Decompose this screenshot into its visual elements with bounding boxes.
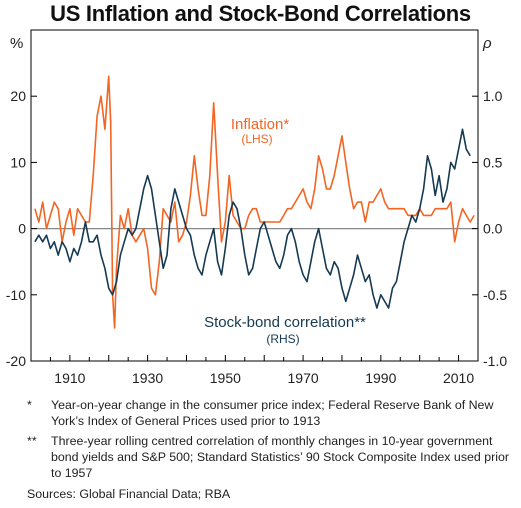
right-axis-tick-label: 0.0 [483, 221, 503, 237]
left-axis-tick-label: 0 [18, 221, 26, 237]
right-axis-tick-label: -1.0 [483, 353, 507, 369]
x-axis-tick-label: 2010 [443, 370, 474, 386]
left-axis-tick-label: 10 [10, 154, 26, 170]
inflation-line [34, 75, 475, 329]
inflation-label: Inflation* [231, 116, 290, 133]
footnote-correlation: ** Three-year rolling centred correlatio… [27, 433, 517, 481]
correlation-label: Stock-bond correlation** [204, 314, 366, 331]
inflation-axis-label: (LHS) [241, 132, 272, 146]
left-axis-tick-label: -20 [6, 353, 26, 369]
footnote-mark: * [27, 398, 32, 412]
sources: Sources: Global Financial Data; RBA [27, 487, 231, 501]
x-axis-tick-label: 1930 [132, 370, 163, 386]
left-axis-tick-label: 20 [10, 88, 26, 104]
x-axis-tick-label: 1970 [288, 370, 319, 386]
right-axis-tick-label: -0.5 [483, 287, 507, 303]
footnote-text: Three-year rolling centred correlation o… [51, 434, 510, 480]
x-axis-tick-label: 1910 [54, 370, 85, 386]
series-labels: Inflation*(LHS) Stock-bond correlation**(… [204, 116, 366, 346]
correlation-axis-label: (RHS) [266, 332, 299, 346]
left-axis-unit: % [10, 35, 23, 52]
right-axis-tick-label: 0.5 [483, 154, 503, 170]
stock-bond-correlation-line [34, 128, 471, 309]
x-axis-tick-label: 1950 [210, 370, 241, 386]
left-axis-tick-label: -10 [6, 287, 26, 303]
right-axis-unit: ρ [482, 35, 492, 52]
x-axis-tick-label: 1990 [365, 370, 396, 386]
footnote-text: Year-on-year change in the consumer pric… [51, 398, 494, 428]
right-axis-tick-label: 1.0 [483, 88, 503, 104]
chart-title: US Inflation and Stock-Bond Correlations [50, 1, 471, 26]
footnote-mark: ** [27, 434, 37, 448]
series-lines [34, 75, 475, 329]
footnote-inflation: * Year-on-year change in the consumer pr… [27, 397, 517, 429]
plot-frame [30, 29, 479, 362]
